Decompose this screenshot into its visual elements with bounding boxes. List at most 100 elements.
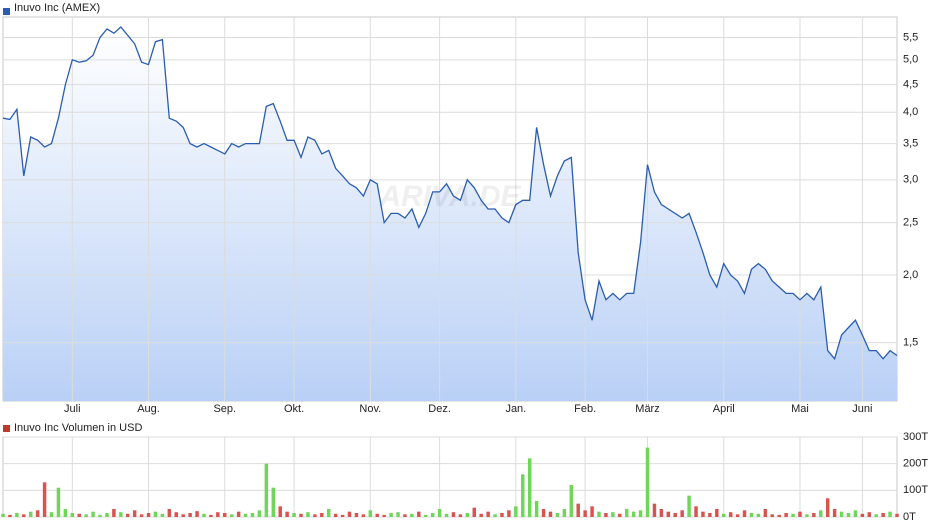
volume-bar bbox=[514, 506, 518, 517]
volume-bar bbox=[805, 514, 809, 517]
volume-bar bbox=[839, 511, 844, 517]
volume-bar bbox=[271, 487, 276, 517]
volume-bar bbox=[791, 513, 795, 517]
volume-bar bbox=[146, 513, 151, 517]
volume-bar bbox=[735, 514, 740, 517]
volume-bar bbox=[867, 512, 872, 517]
volume-bar bbox=[618, 513, 622, 517]
volume-bar bbox=[881, 513, 885, 517]
volume-bar bbox=[472, 507, 476, 517]
volume-bar bbox=[825, 498, 830, 517]
volume-bar bbox=[673, 513, 677, 517]
volume-bar bbox=[188, 513, 192, 517]
volume-bar bbox=[347, 511, 352, 517]
y-tick-label: 5,0 bbox=[903, 54, 918, 66]
volume-bar bbox=[15, 513, 19, 517]
volume-bar bbox=[486, 511, 490, 517]
x-tick-label: Sep. bbox=[213, 403, 236, 415]
volume-bar bbox=[299, 513, 303, 517]
volume-bar bbox=[458, 514, 463, 517]
volume-bar bbox=[832, 509, 837, 517]
watermark: ARIVA.DE bbox=[378, 180, 521, 213]
volume-bar bbox=[638, 510, 643, 517]
volume-bar bbox=[216, 512, 220, 517]
volume-bar bbox=[763, 509, 768, 517]
volume-bar bbox=[320, 513, 324, 517]
volume-bar bbox=[888, 511, 892, 517]
volume-bar bbox=[153, 511, 158, 517]
volume-bar bbox=[306, 512, 310, 517]
x-tick-label: März bbox=[635, 403, 659, 415]
volume-bar bbox=[541, 509, 546, 517]
y-tick-label: 4,5 bbox=[903, 78, 918, 90]
volume-bar bbox=[181, 514, 185, 517]
volume-bar bbox=[354, 513, 359, 517]
volume-bar bbox=[22, 514, 26, 517]
volume-bar bbox=[77, 513, 81, 517]
volume-bar bbox=[777, 514, 781, 517]
volume-bar bbox=[597, 511, 601, 517]
x-tick-label: Dez. bbox=[428, 403, 451, 415]
y-tick-label: 300T bbox=[903, 431, 928, 443]
x-tick-label: Okt. bbox=[284, 403, 304, 415]
volume-bar bbox=[119, 512, 123, 517]
volume-bar bbox=[84, 514, 88, 517]
volume-bar bbox=[576, 503, 580, 517]
plot-frame bbox=[2, 436, 898, 518]
volume-bar bbox=[264, 463, 269, 517]
volume-bar bbox=[631, 511, 636, 517]
volume-bar bbox=[611, 512, 615, 517]
volume-bar bbox=[451, 512, 456, 517]
y-tick-label: 2,0 bbox=[903, 269, 918, 281]
volume-bar bbox=[500, 513, 504, 517]
volume-bar bbox=[666, 511, 671, 517]
volume-bar bbox=[534, 501, 539, 517]
volume-bar bbox=[98, 514, 102, 517]
volume-bar bbox=[895, 513, 899, 517]
area-fill bbox=[3, 27, 897, 401]
volume-bar bbox=[368, 510, 373, 517]
volume-bar bbox=[105, 513, 109, 517]
volume-bar bbox=[527, 458, 532, 517]
volume-bar bbox=[292, 513, 296, 517]
volume-bar bbox=[652, 503, 657, 517]
volume-bar bbox=[853, 510, 858, 517]
volume-bar bbox=[708, 513, 712, 517]
volume-bar bbox=[645, 447, 650, 517]
volume-bar bbox=[1, 513, 5, 517]
volume-bar bbox=[91, 511, 95, 517]
volume-bar bbox=[659, 509, 664, 517]
volume-bar bbox=[424, 514, 428, 517]
volume-bar bbox=[403, 514, 407, 517]
y-tick-label: 0T bbox=[903, 511, 916, 523]
volume-bar bbox=[63, 509, 68, 517]
volume-bar bbox=[770, 514, 774, 517]
volume-bar bbox=[167, 509, 172, 517]
volume-bar bbox=[28, 511, 33, 517]
x-tick-label: Juni bbox=[852, 403, 872, 415]
volume-bar bbox=[694, 506, 698, 517]
volume-bar bbox=[285, 511, 289, 517]
volume-bar bbox=[604, 513, 608, 517]
volume-bar bbox=[8, 514, 12, 517]
volume-bar bbox=[784, 513, 788, 517]
legend-label: Inuvo Inc (AMEX) bbox=[14, 2, 100, 14]
volume-bar bbox=[236, 511, 241, 517]
volume-bar bbox=[112, 509, 116, 517]
y-tick-label: 2,5 bbox=[903, 217, 918, 229]
volume-bar bbox=[846, 513, 851, 517]
volume-bar bbox=[715, 509, 719, 517]
volume-bar bbox=[742, 510, 747, 517]
y-tick-label: 3,0 bbox=[903, 174, 918, 186]
volume-bar bbox=[229, 514, 234, 517]
x-tick-label: Jan. bbox=[505, 403, 526, 415]
volume-bar bbox=[132, 510, 137, 517]
volume-bar bbox=[860, 513, 865, 517]
volume-bar bbox=[819, 510, 823, 517]
volume-bar bbox=[430, 513, 435, 517]
x-tick-label: April bbox=[713, 403, 735, 415]
volume-bar bbox=[278, 506, 282, 517]
legend-label: Inuvo Inc Volumen in USD bbox=[14, 422, 142, 434]
legend-swatch bbox=[3, 8, 10, 15]
volume-bar bbox=[624, 509, 629, 517]
